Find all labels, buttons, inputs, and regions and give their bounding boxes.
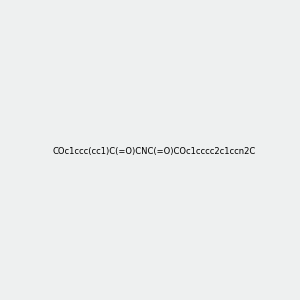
Text: COc1ccc(cc1)C(=O)CNC(=O)COc1cccc2c1ccn2C: COc1ccc(cc1)C(=O)CNC(=O)COc1cccc2c1ccn2C — [52, 147, 255, 156]
